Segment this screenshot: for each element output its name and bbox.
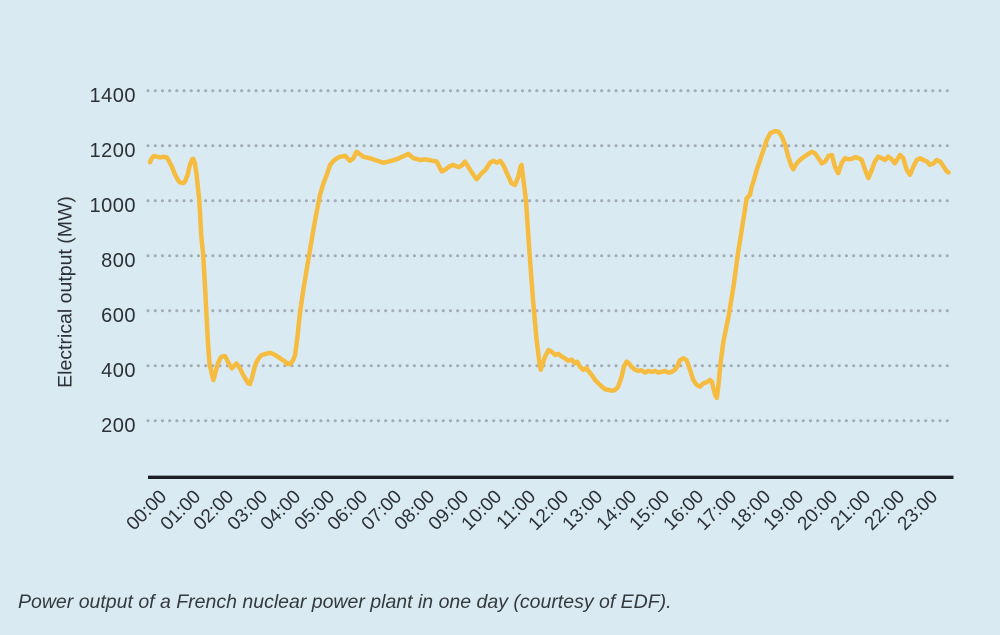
y-tick-label: 1400 (89, 85, 136, 108)
y-tick-label: 1000 (89, 195, 136, 218)
y-tick-label: 600 (101, 305, 136, 328)
y-tick-label: 200 (101, 415, 136, 438)
y-axis-title: Electrical output (MW) (54, 196, 77, 388)
power-output-line (147, 128, 951, 401)
gridlines (146, 89, 955, 423)
figure-caption: Power output of a French nuclear power p… (18, 591, 672, 613)
y-tick-label: 400 (101, 360, 136, 383)
y-tick-label: 1200 (89, 140, 136, 163)
y-tick-label: 800 (101, 250, 136, 273)
